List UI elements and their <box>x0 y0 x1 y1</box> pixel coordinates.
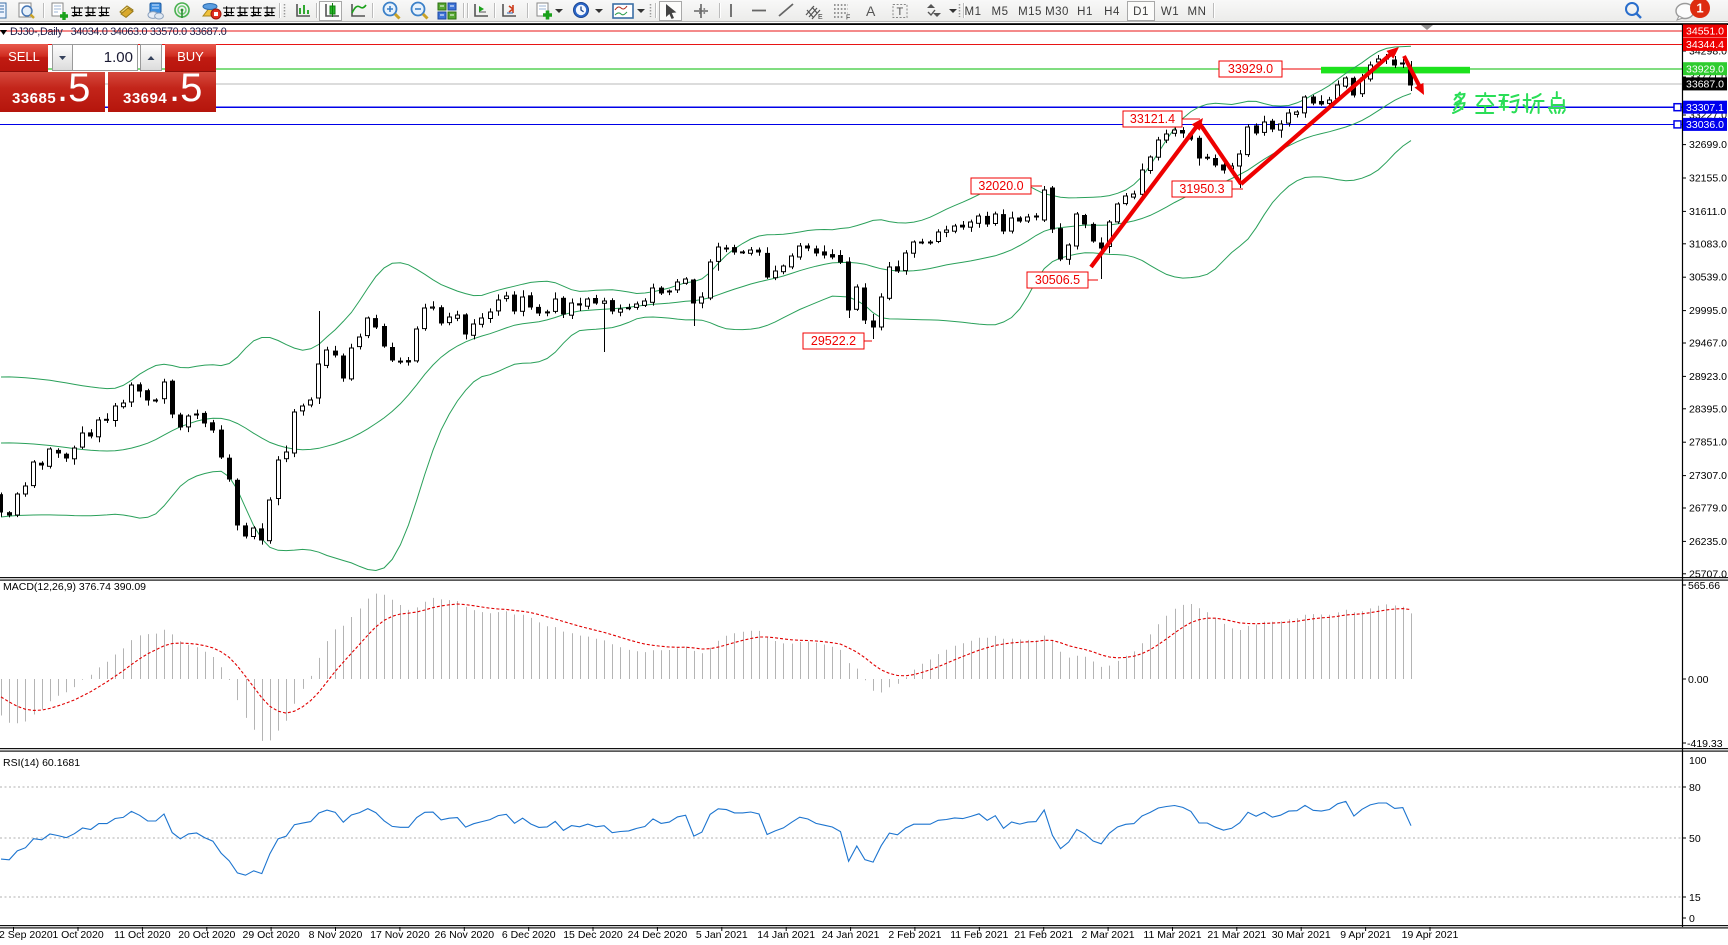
svg-text:34344.4: 34344.4 <box>1686 39 1724 51</box>
svg-text:34551.0: 34551.0 <box>1686 26 1724 38</box>
svg-text:A: A <box>866 3 876 19</box>
svg-text:17 Nov 2020: 17 Nov 2020 <box>370 929 430 941</box>
svg-text:29522.2: 29522.2 <box>811 334 856 348</box>
svg-text:11 Oct 2020: 11 Oct 2020 <box>114 929 171 941</box>
svg-text:28395.0: 28395.0 <box>1689 403 1727 415</box>
svg-text:33929.0: 33929.0 <box>1686 63 1724 75</box>
svg-text:11 Mar 2021: 11 Mar 2021 <box>1143 929 1201 941</box>
svg-text:100: 100 <box>1689 755 1707 767</box>
svg-text:20 Oct 2020: 20 Oct 2020 <box>178 929 235 941</box>
svg-text:30 Mar 2021: 30 Mar 2021 <box>1272 929 1331 941</box>
svg-text:E: E <box>818 14 823 21</box>
svg-text:80: 80 <box>1689 782 1701 794</box>
svg-text:15: 15 <box>1689 892 1701 904</box>
svg-text:31950.3: 31950.3 <box>1179 182 1224 196</box>
svg-text:26235.0: 26235.0 <box>1689 536 1727 548</box>
svg-text:D1: D1 <box>1133 6 1149 18</box>
svg-text:29995.0: 29995.0 <box>1689 305 1727 317</box>
svg-text:32020.0: 32020.0 <box>978 179 1023 193</box>
svg-text:50: 50 <box>1689 833 1701 845</box>
svg-text:33929.0: 33929.0 <box>1228 62 1273 76</box>
svg-text:33687.0: 33687.0 <box>1686 79 1724 91</box>
svg-text:-419.33: -419.33 <box>1687 738 1723 750</box>
svg-text:5 Jan 2021: 5 Jan 2021 <box>696 929 748 941</box>
svg-text:21 Mar 2021: 21 Mar 2021 <box>1207 929 1266 941</box>
svg-text:T: T <box>897 6 904 18</box>
svg-text:8 Nov 2020: 8 Nov 2020 <box>309 929 363 941</box>
svg-text:M5: M5 <box>992 6 1009 18</box>
svg-text:6 Dec 2020: 6 Dec 2020 <box>502 929 556 941</box>
svg-text:28923.0: 28923.0 <box>1689 371 1727 383</box>
svg-text:M30: M30 <box>1045 6 1069 18</box>
svg-text:565.66: 565.66 <box>1688 580 1720 592</box>
svg-text:2 Feb 2021: 2 Feb 2021 <box>888 929 941 941</box>
svg-text:2 Mar 2021: 2 Mar 2021 <box>1082 929 1135 941</box>
svg-text:26 Nov 2020: 26 Nov 2020 <box>435 929 495 941</box>
svg-text:0: 0 <box>1689 913 1695 925</box>
svg-text:DJ30-,Daily 34034.0 34063.0: DJ30-,Daily 34034.0 34063.0 33570.0 3368… <box>10 26 227 38</box>
svg-text:MACD(12,26,9) 376.74 390.09: MACD(12,26,9) 376.74 390.09 <box>3 581 146 593</box>
svg-text:2 Sep 2020: 2 Sep 2020 <box>0 929 53 941</box>
svg-text:27307.0: 27307.0 <box>1689 470 1727 482</box>
svg-text:31611.0: 31611.0 <box>1689 206 1726 218</box>
svg-text:29467.0: 29467.0 <box>1689 338 1727 350</box>
svg-text:H4: H4 <box>1104 6 1120 18</box>
svg-text:27851.0: 27851.0 <box>1689 437 1727 449</box>
svg-text:M1: M1 <box>965 6 982 18</box>
svg-text:14 Jan 2021: 14 Jan 2021 <box>757 929 815 941</box>
svg-text:24 Jan 2021: 24 Jan 2021 <box>822 929 880 941</box>
svg-text:RSI(14) 60.1681: RSI(14) 60.1681 <box>3 757 80 769</box>
svg-text:33307.1: 33307.1 <box>1686 102 1724 114</box>
svg-text:1 Oct 2020: 1 Oct 2020 <box>52 929 104 941</box>
svg-text:33036.0: 33036.0 <box>1686 119 1724 131</box>
svg-text:15 Dec 2020: 15 Dec 2020 <box>563 929 623 941</box>
svg-text:H1: H1 <box>1077 6 1093 18</box>
svg-text:24 Dec 2020: 24 Dec 2020 <box>628 929 688 941</box>
svg-text:21 Feb 2021: 21 Feb 2021 <box>1014 929 1073 941</box>
svg-text:30506.5: 30506.5 <box>1035 273 1080 287</box>
svg-text:M15: M15 <box>1018 6 1042 18</box>
svg-text:W1: W1 <box>1161 6 1179 18</box>
svg-text:32155.0: 32155.0 <box>1689 173 1727 185</box>
svg-text:26779.0: 26779.0 <box>1689 503 1727 515</box>
svg-text:F: F <box>846 15 850 22</box>
svg-text:9 Apr 2021: 9 Apr 2021 <box>1340 929 1391 941</box>
svg-text:33121.4: 33121.4 <box>1130 112 1175 126</box>
svg-text:11 Feb 2021: 11 Feb 2021 <box>950 929 1008 941</box>
svg-text:MN: MN <box>1188 6 1207 18</box>
svg-text:30539.0: 30539.0 <box>1689 272 1727 284</box>
svg-text:32699.0: 32699.0 <box>1689 139 1727 151</box>
svg-text:1: 1 <box>1696 1 1703 16</box>
svg-text:29 Oct 2020: 29 Oct 2020 <box>242 929 299 941</box>
svg-text:25707.0: 25707.0 <box>1689 568 1727 580</box>
svg-text:0.00: 0.00 <box>1688 674 1709 686</box>
svg-text:31083.0: 31083.0 <box>1689 238 1727 250</box>
svg-text:19 Apr 2021: 19 Apr 2021 <box>1402 929 1459 941</box>
